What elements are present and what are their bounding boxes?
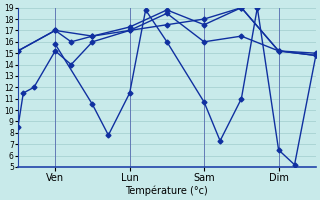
X-axis label: Température (°c): Température (°c): [125, 185, 208, 196]
